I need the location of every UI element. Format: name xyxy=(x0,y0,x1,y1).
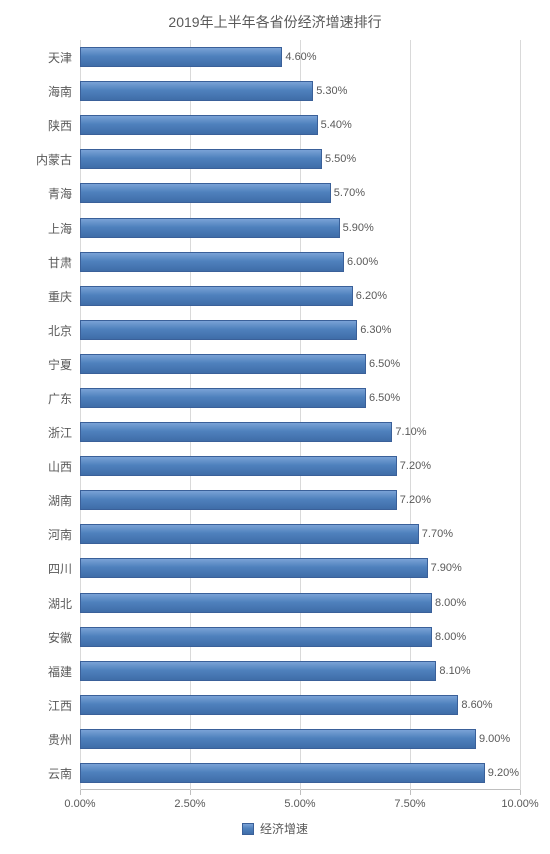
x-tick-mark xyxy=(80,790,81,795)
y-category-label: 湖北 xyxy=(48,595,72,612)
bar-value-label: 8.00% xyxy=(435,631,466,643)
y-category-label: 青海 xyxy=(48,185,72,202)
bar: 9.00% xyxy=(80,729,476,749)
bar-value-label: 7.20% xyxy=(400,460,431,472)
y-category-label: 甘肃 xyxy=(48,254,72,271)
y-category-label: 上海 xyxy=(48,220,72,237)
bar: 8.00% xyxy=(80,627,432,647)
y-category-label: 陕西 xyxy=(48,117,72,134)
bar: 9.20% xyxy=(80,763,485,783)
y-category-label: 重庆 xyxy=(48,288,72,305)
x-tick-label: 5.00% xyxy=(284,798,315,810)
bar: 5.90% xyxy=(80,218,340,238)
bar: 5.70% xyxy=(80,183,331,203)
y-category-label: 宁夏 xyxy=(48,356,72,373)
chart-title: 2019年上半年各省份经济增速排行 xyxy=(0,12,550,32)
x-tick-mark xyxy=(190,790,191,795)
bar: 5.50% xyxy=(80,149,322,169)
bar: 7.20% xyxy=(80,456,397,476)
y-category-label: 河南 xyxy=(48,526,72,543)
bar: 4.60% xyxy=(80,47,282,67)
bar: 6.30% xyxy=(80,320,357,340)
bar-value-label: 8.00% xyxy=(435,597,466,609)
y-category-label: 福建 xyxy=(48,663,72,680)
bar-value-label: 6.20% xyxy=(356,290,387,302)
bar: 7.90% xyxy=(80,558,428,578)
bar: 7.10% xyxy=(80,422,392,442)
bar-value-label: 7.10% xyxy=(395,426,426,438)
y-category-label: 内蒙古 xyxy=(36,151,72,168)
bar: 6.20% xyxy=(80,286,353,306)
bar-value-label: 7.70% xyxy=(422,528,453,540)
legend: 经济增速 xyxy=(0,820,550,837)
bar-value-label: 9.20% xyxy=(488,767,519,779)
bar: 8.60% xyxy=(80,695,458,715)
y-category-label: 四川 xyxy=(48,560,72,577)
y-category-label: 天津 xyxy=(48,49,72,66)
bar-value-label: 5.50% xyxy=(325,153,356,165)
gridline xyxy=(520,40,521,790)
y-category-label: 广东 xyxy=(48,390,72,407)
x-tick-mark xyxy=(520,790,521,795)
bar: 7.20% xyxy=(80,490,397,510)
legend-label: 经济增速 xyxy=(260,820,308,837)
bar-value-label: 6.30% xyxy=(360,324,391,336)
y-category-label: 云南 xyxy=(48,765,72,782)
bar-value-label: 5.70% xyxy=(334,187,365,199)
y-category-label: 贵州 xyxy=(48,731,72,748)
bar-value-label: 6.00% xyxy=(347,256,378,268)
y-category-label: 湖南 xyxy=(48,492,72,509)
x-tick-label: 2.50% xyxy=(174,798,205,810)
bar: 8.00% xyxy=(80,593,432,613)
x-tick-label: 7.50% xyxy=(394,798,425,810)
bar: 6.00% xyxy=(80,252,344,272)
bar-value-label: 5.90% xyxy=(343,222,374,234)
bar: 6.50% xyxy=(80,388,366,408)
plot-area: 4.60% 5.30% 5.40% 5.50% 5.70% 5.90% 6.00% 6.20%… xyxy=(80,40,520,790)
bar: 6.50% xyxy=(80,354,366,374)
x-tick-mark xyxy=(300,790,301,795)
x-tick-mark xyxy=(410,790,411,795)
bar: 8.10% xyxy=(80,661,436,681)
bar: 5.40% xyxy=(80,115,318,135)
x-tick-label: 10.00% xyxy=(501,798,538,810)
bar-value-label: 7.90% xyxy=(431,562,462,574)
y-category-label: 山西 xyxy=(48,458,72,475)
bar-value-label: 6.50% xyxy=(369,358,400,370)
bar-value-label: 8.60% xyxy=(461,699,492,711)
bar-value-label: 7.20% xyxy=(400,494,431,506)
chart-container: 2019年上半年各省份经济增速排行 4.60%5.30%5.40%5.50%5.… xyxy=(0,0,550,854)
bar-value-label: 5.30% xyxy=(316,85,347,97)
bar-value-label: 4.60% xyxy=(285,51,316,63)
y-category-label: 北京 xyxy=(48,322,72,339)
y-category-label: 海南 xyxy=(48,83,72,100)
bar: 7.70% xyxy=(80,524,419,544)
bar: 5.30% xyxy=(80,81,313,101)
x-tick-label: 0.00% xyxy=(64,798,95,810)
legend-swatch xyxy=(242,823,254,835)
bar-value-label: 8.10% xyxy=(439,665,470,677)
y-category-label: 浙江 xyxy=(48,424,72,441)
bar-value-label: 5.40% xyxy=(321,119,352,131)
bar-value-label: 6.50% xyxy=(369,392,400,404)
y-category-label: 江西 xyxy=(48,697,72,714)
bar-value-label: 9.00% xyxy=(479,733,510,745)
y-category-label: 安徽 xyxy=(48,629,72,646)
